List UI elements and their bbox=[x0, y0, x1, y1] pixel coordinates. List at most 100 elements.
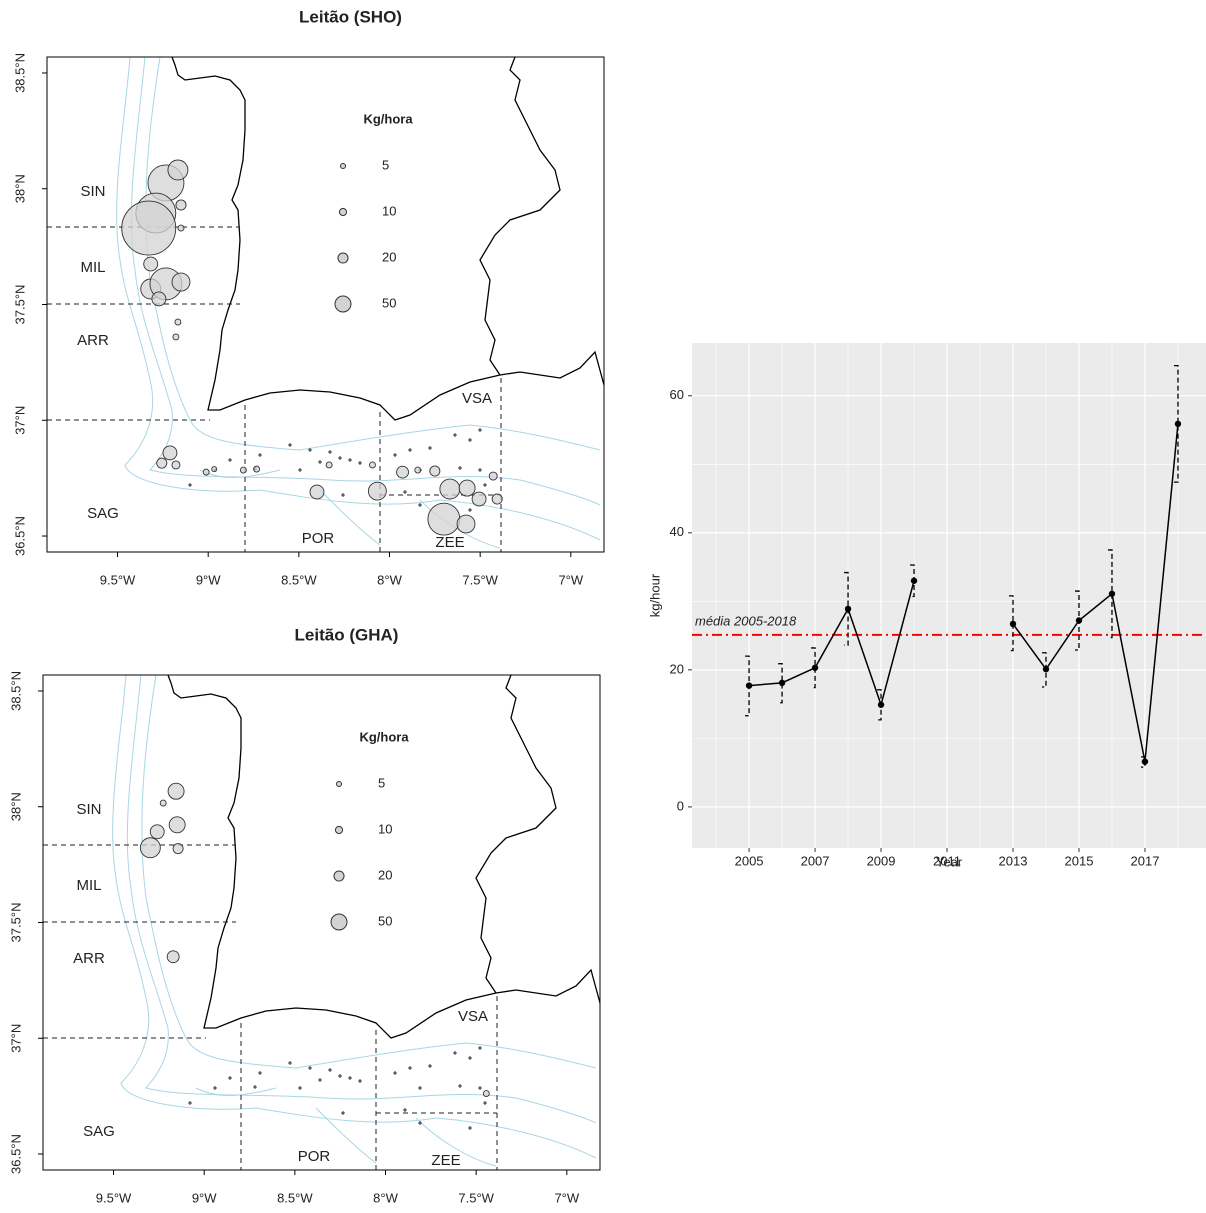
bubble bbox=[239, 466, 247, 474]
mean-label: média 2005-2018 bbox=[695, 613, 797, 628]
bubble bbox=[177, 224, 185, 232]
region-label: SAG bbox=[83, 1123, 115, 1140]
data-line bbox=[749, 423, 1179, 762]
data-point bbox=[1009, 620, 1017, 628]
region-label: ZEE bbox=[431, 1152, 460, 1169]
x-tick-label: 8.5°W bbox=[281, 572, 317, 587]
bubble bbox=[309, 484, 325, 500]
legend-label: 50 bbox=[382, 295, 396, 310]
data-point bbox=[844, 605, 852, 613]
region-label: VSA bbox=[462, 390, 492, 407]
x-tick-label: 2007 bbox=[801, 853, 830, 868]
bubble bbox=[143, 256, 159, 272]
data-point bbox=[1042, 665, 1050, 673]
legend-label: 5 bbox=[382, 157, 389, 172]
bubble bbox=[172, 843, 184, 855]
region-label: POR bbox=[298, 1148, 331, 1165]
bubble bbox=[175, 199, 187, 211]
data-point bbox=[745, 682, 753, 689]
y-tick-label: 36.5°N bbox=[8, 1134, 23, 1174]
error-bar bbox=[778, 663, 783, 704]
chart-title: Leitão (GHA) bbox=[295, 625, 399, 644]
error-bar bbox=[1041, 652, 1047, 688]
bubble bbox=[471, 491, 487, 507]
bubble bbox=[427, 502, 461, 536]
legend-bubble bbox=[333, 870, 345, 882]
y-tick-label: 20 bbox=[670, 661, 684, 676]
legend-label: 10 bbox=[378, 821, 392, 836]
data-point bbox=[778, 679, 786, 687]
bubble bbox=[172, 333, 180, 341]
x-tick-label: 7°W bbox=[558, 572, 583, 587]
x-axis-title: Year bbox=[936, 854, 963, 869]
y-tick-label: 38.5°N bbox=[12, 53, 27, 93]
data-point bbox=[1075, 617, 1083, 624]
x-tick-label: 7.5°W bbox=[458, 1190, 494, 1205]
error-bar bbox=[1107, 549, 1113, 639]
chart-title: Leitão (SHO) bbox=[299, 7, 402, 26]
legend-title: Kg/hora bbox=[359, 729, 409, 744]
bubble bbox=[167, 159, 189, 181]
x-tick-label: 9.5°W bbox=[96, 1190, 132, 1205]
bubble bbox=[159, 799, 167, 807]
bubble bbox=[151, 291, 167, 307]
bubble bbox=[156, 457, 168, 469]
legend-title: Kg/hora bbox=[363, 111, 413, 126]
error-bar bbox=[811, 647, 816, 689]
station-markers bbox=[188, 1046, 487, 1130]
legend-label: 20 bbox=[382, 249, 396, 264]
bubble bbox=[429, 465, 441, 477]
bubble bbox=[367, 481, 387, 501]
bubble bbox=[171, 460, 181, 470]
bubble bbox=[162, 445, 178, 461]
bubble bbox=[168, 816, 186, 834]
y-tick-label: 37.5°N bbox=[12, 285, 27, 325]
bubble bbox=[456, 514, 476, 534]
legend-label: 20 bbox=[378, 867, 392, 882]
region-label: ARR bbox=[73, 950, 105, 967]
y-tick-label: 38°N bbox=[8, 792, 23, 821]
bubble bbox=[167, 782, 185, 800]
data-point bbox=[811, 664, 819, 671]
y-tick-label: 38°N bbox=[12, 174, 27, 203]
region-label: MIL bbox=[76, 877, 101, 894]
legend-bubble bbox=[334, 295, 352, 313]
y-tick-label: 0 bbox=[677, 798, 684, 813]
bubble bbox=[458, 479, 476, 497]
data-point bbox=[910, 577, 918, 584]
y-axis-title: kg/hour bbox=[647, 573, 662, 617]
x-tick-label: 7°W bbox=[554, 1190, 579, 1205]
region-label: ARR bbox=[77, 332, 109, 349]
bubble bbox=[414, 466, 422, 474]
x-tick-label: 8°W bbox=[373, 1190, 398, 1205]
region-label: POR bbox=[302, 530, 335, 547]
x-tick-label: 2015 bbox=[1065, 853, 1094, 868]
x-tick-label: 2013 bbox=[999, 853, 1028, 868]
bubble bbox=[174, 318, 182, 326]
y-tick-label: 60 bbox=[670, 387, 684, 402]
data-point bbox=[877, 701, 885, 708]
y-tick-label: 36.5°N bbox=[12, 516, 27, 556]
region-label: SAG bbox=[87, 505, 119, 522]
bubble bbox=[139, 837, 161, 859]
bubble bbox=[439, 478, 461, 500]
region-label: VSA bbox=[458, 1008, 488, 1025]
legend-bubble bbox=[339, 162, 347, 170]
x-tick-label: 2005 bbox=[735, 853, 764, 868]
bubble bbox=[325, 461, 333, 469]
map-sho bbox=[46, 56, 605, 553]
x-tick-label: 9.5°W bbox=[100, 572, 136, 587]
region-label: SIN bbox=[80, 183, 105, 200]
region-label: ZEE bbox=[435, 534, 464, 551]
bubble bbox=[202, 468, 210, 476]
bubble bbox=[149, 824, 165, 840]
y-tick-label: 37°N bbox=[12, 406, 27, 435]
legend-label: 50 bbox=[378, 913, 392, 928]
x-tick-label: 2017 bbox=[1131, 853, 1160, 868]
x-tick-label: 9°W bbox=[192, 1190, 217, 1205]
bubble bbox=[121, 200, 177, 256]
legend-bubble bbox=[338, 207, 348, 217]
y-tick-label: 37°N bbox=[8, 1024, 23, 1053]
x-tick-label: 8.5°W bbox=[277, 1190, 313, 1205]
data-point bbox=[1108, 590, 1116, 597]
